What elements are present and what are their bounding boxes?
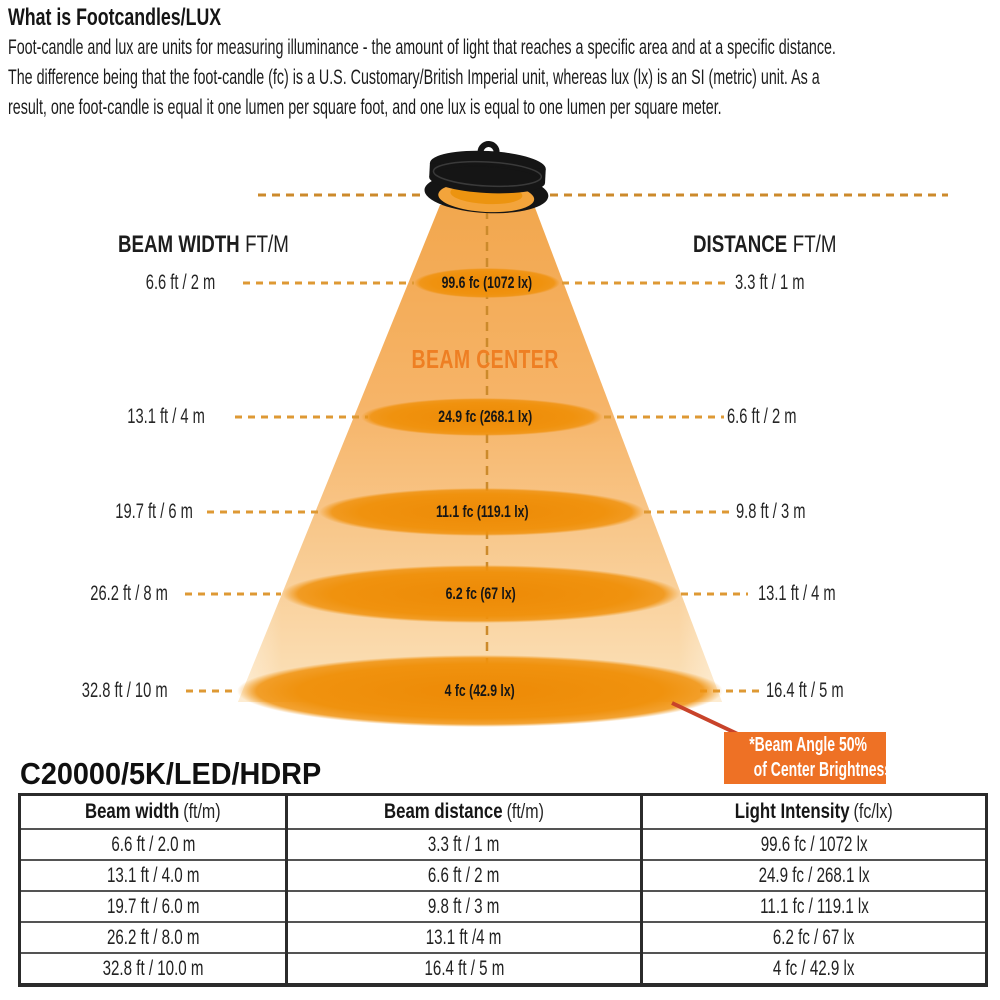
distance-label-5: 16.4 ft / 5 m [766, 679, 844, 702]
spec-table: Beam width (ft/m) Beam distance (ft/m) Lig… [18, 793, 988, 987]
page-title: What is Footcandles/LUX [8, 4, 222, 31]
beam-spot-4 [282, 565, 680, 623]
spec-header-light-intensity: Light Intensity (fc/lx) [640, 794, 987, 829]
product-model-title: C20000/5K/LED/HDRP [20, 756, 322, 791]
beam-width-header: BEAM WIDTH FT/M [118, 231, 289, 258]
row-dashed-lines [185, 281, 759, 693]
spec-table-header-row: Beam width (ft/m) Beam distance (ft/m) Lig… [20, 794, 987, 829]
intensity-label-3: 11.1 fc (119.1 lx) [435, 502, 529, 521]
beam-width-label-4: 26.2 ft / 8 m [90, 582, 168, 605]
intensity-label-1: 99.6 fc (1072 lx) [441, 273, 533, 292]
intro-paragraph-line-2: The difference being that the foot-candl… [8, 66, 820, 89]
table-row: 13.1 ft / 4.0 m 6.6 ft / 2 m 24.9 fc / 2… [19, 859, 987, 891]
beam-width-label-1: 6.6 ft / 2 m [145, 271, 215, 294]
beam-spot-5 [237, 655, 723, 727]
intro-paragraph-line-3: result, one foot-candle is equal it one … [8, 96, 722, 119]
beam-spot-2 [361, 398, 603, 436]
distance-label-1: 3.3 ft / 1 m [735, 271, 805, 294]
spec-header-beam-distance: Beam distance (ft/m) [285, 794, 642, 829]
distance-label-2: 6.6 ft / 2 m [727, 405, 797, 428]
beam-diagram [185, 141, 948, 738]
beam-width-label-2: 13.1 ft / 4 m [127, 405, 205, 428]
intensity-label-5: 4 fc (42.9 lx) [444, 681, 516, 700]
intro-paragraph-line-1: Foot-candle and lux are units for measur… [8, 36, 836, 59]
table-row: 26.2 ft / 8.0 m 13.1 ft /4 m 6.2 fc / 67… [19, 921, 987, 953]
spec-header-beam-width: Beam width (ft/m) [85, 800, 221, 823]
beam-width-label-5: 32.8 ft / 10 m [82, 679, 168, 702]
beam-spots [237, 268, 723, 727]
highbay-fixture-illustration [424, 141, 549, 214]
beam-spot-3 [319, 488, 645, 536]
distance-label-3: 9.8 ft / 3 m [736, 500, 806, 523]
distance-header: DISTANCE FT/M [693, 231, 837, 258]
table-row: 6.6 ft / 2.0 m 3.3 ft / 1 m 99.6 fc / 10… [19, 828, 987, 860]
table-row: 19.7 ft / 6.0 m 9.8 ft / 3 m 11.1 fc / 1… [19, 890, 987, 922]
callout-leader-line [671, 701, 743, 738]
distance-label-4: 13.1 ft / 4 m [758, 582, 836, 605]
intensity-label-4: 6.2 fc (67 lx) [445, 584, 517, 603]
table-row: 32.8 ft / 10.0 m 16.4 ft / 5 m 4 fc / 42… [19, 952, 987, 985]
beam-spot-1 [414, 268, 560, 298]
beam-angle-callout: *Beam Angle 50% of Center Brightness [724, 732, 892, 784]
beam-center-label: BEAM CENTER [411, 344, 559, 374]
beam-width-label-3: 19.7 ft / 6 m [115, 500, 193, 523]
intensity-label-2: 24.9 fc (268.1 lx) [438, 407, 532, 426]
